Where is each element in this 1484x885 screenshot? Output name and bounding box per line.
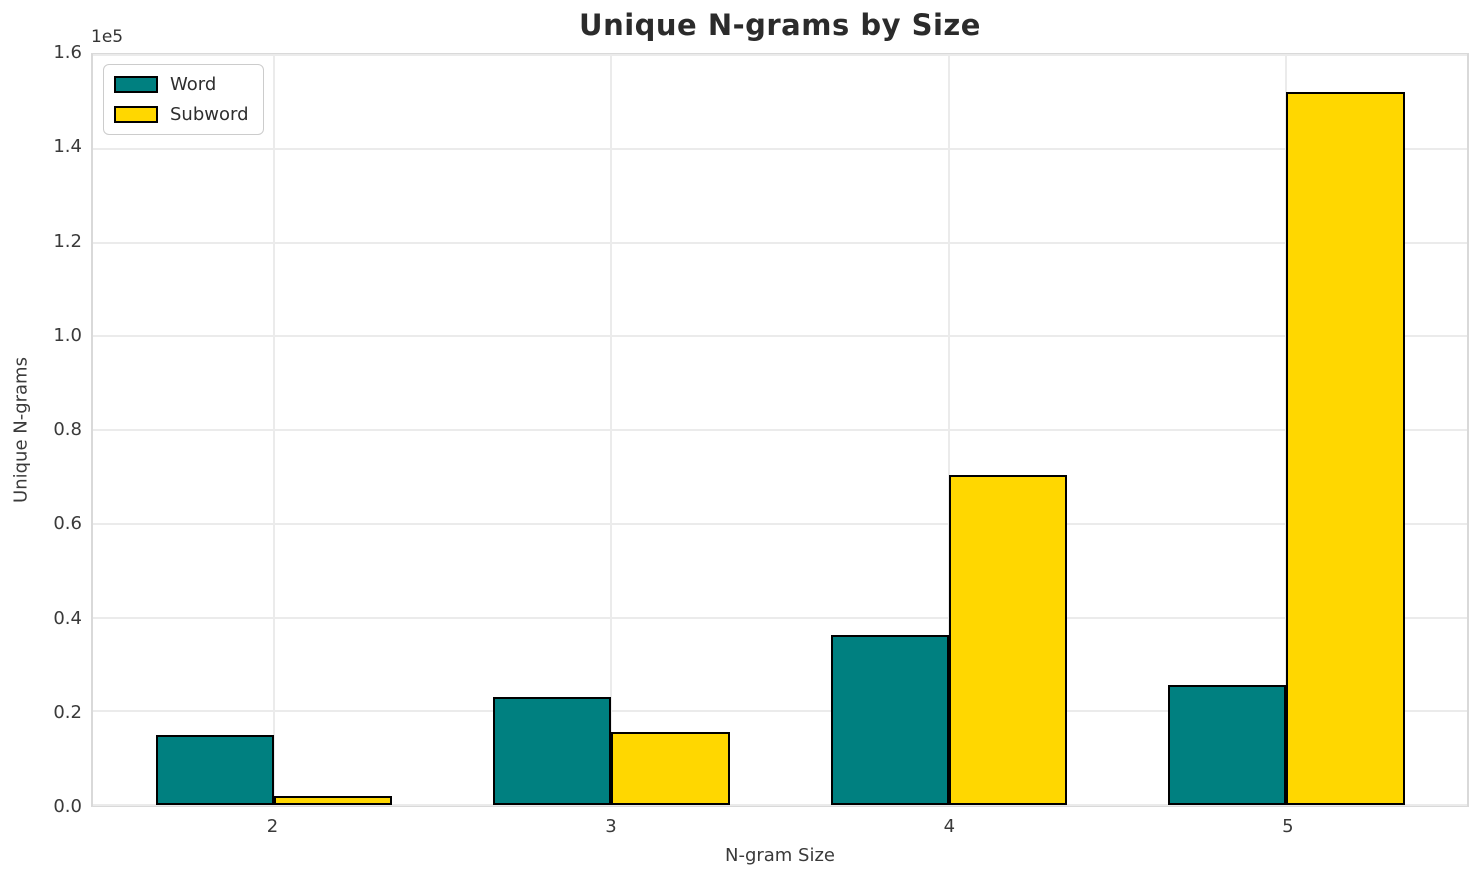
v-gridline: [272, 55, 275, 805]
y-axis-offset-text: 1e5: [91, 27, 124, 47]
y-tick-label: 0.6: [53, 513, 82, 535]
h-gridline: [93, 147, 1467, 150]
plot-area: Word Subword: [91, 53, 1469, 807]
h-gridline: [93, 710, 1467, 713]
legend-entry-word: Word: [114, 74, 249, 95]
h-gridline: [93, 522, 1467, 525]
subword-bar: [611, 732, 730, 805]
word-bar: [493, 696, 612, 805]
y-tick-label: 1.4: [53, 136, 82, 158]
word-legend-swatch: [114, 76, 158, 93]
word-bar: [155, 734, 274, 805]
h-gridline: [93, 241, 1467, 244]
y-tick-label: 0.8: [53, 419, 82, 440]
x-tick-label: 5: [1282, 816, 1294, 837]
word-bar: [1168, 685, 1287, 805]
y-tick-label: 1.6: [53, 42, 82, 63]
h-gridline: [93, 54, 1467, 56]
word-legend-label: Word: [170, 74, 217, 95]
legend: Word Subword: [103, 64, 264, 135]
y-tick-label: 0.0: [53, 796, 82, 817]
subword-legend-label: Subword: [170, 104, 249, 125]
x-axis-label: N-gram Size: [724, 845, 836, 866]
x-tick-label: 4: [943, 816, 956, 837]
subword-bar: [1286, 92, 1405, 805]
v-gridline: [610, 55, 613, 805]
h-gridline: [93, 429, 1467, 431]
y-tick-label: 1.0: [53, 324, 82, 346]
legend-entry-subword: Subword: [114, 104, 249, 125]
x-tick-label: 3: [605, 816, 617, 837]
v-gridline: [947, 55, 950, 805]
y-tick-label: 0.4: [53, 607, 82, 629]
subword-bar: [948, 475, 1068, 805]
chart-title: Unique N-grams by Size: [579, 8, 981, 42]
h-gridline: [93, 804, 1467, 806]
h-gridline: [93, 335, 1467, 338]
x-tick-label: 2: [266, 816, 279, 837]
h-gridline: [93, 616, 1467, 619]
y-tick-label: 0.2: [53, 701, 82, 723]
word-bar: [830, 634, 949, 805]
subword-bar: [273, 795, 393, 805]
subword-legend-swatch: [114, 106, 158, 123]
y-tick-label: 1.2: [53, 230, 82, 252]
